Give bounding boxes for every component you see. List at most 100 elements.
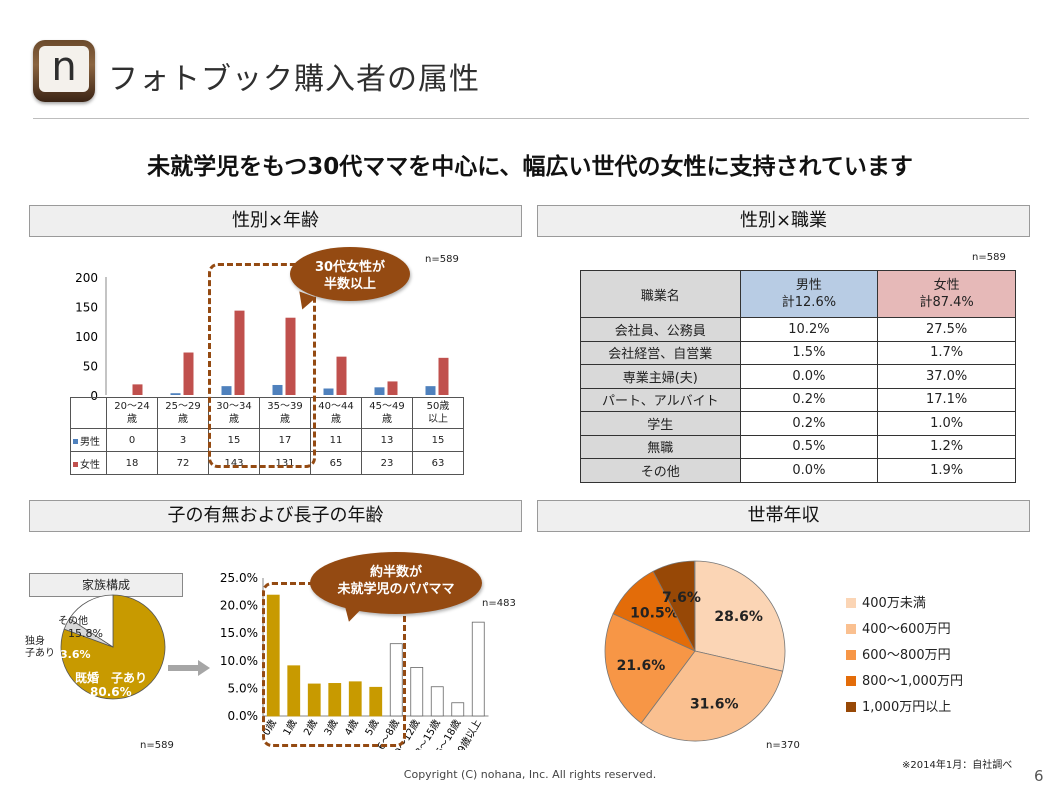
header-male-total: 計12.6% — [781, 295, 837, 310]
y-tick-label: 25.0% — [220, 571, 258, 585]
section-title-children: 子の有無および長子の年齢 — [29, 500, 522, 532]
age-category-line: 50歳 — [426, 401, 450, 412]
family-pie-slice — [68, 594, 114, 648]
female-count: 72 — [157, 451, 209, 475]
table-corner — [70, 397, 107, 429]
legend-label: 1,000万円以上 — [862, 700, 952, 715]
male-count: 0 — [106, 428, 158, 452]
income-legend: 400万未満 400～600万円 600～800万円 800～1,000万円 1,000… — [846, 594, 963, 724]
legend-swatch — [846, 650, 856, 660]
table-row: その他 0.0% 1.9% — [580, 458, 1016, 483]
male-bar — [323, 388, 334, 395]
age-category-line: 歳 — [280, 414, 290, 425]
callout-line: 未就学児のパパママ — [337, 582, 455, 597]
female-pct: 1.0% — [877, 411, 1016, 436]
male-count: 15 — [412, 428, 464, 452]
header-male-label: 男性 — [795, 278, 822, 293]
header-female: 女性 計87.4% — [877, 270, 1016, 318]
income-pie-chart: 28.6% 31.6% 21.6% 10.5%7.6% — [604, 560, 786, 742]
header-occupation: 職業名 — [580, 270, 741, 318]
female-bar — [132, 384, 143, 395]
gender-age-bar-chart: 0 50 100 150 200 — [75, 271, 449, 400]
female-bar — [183, 352, 194, 395]
male-count: 3 — [157, 428, 209, 452]
occupation-name: その他 — [580, 458, 741, 483]
child-age-bar — [328, 683, 342, 717]
logo-letter: n — [51, 44, 77, 90]
y-tick-label: 200 — [75, 271, 98, 285]
thirties-callout-bubble: 30代女性が 半数以上 — [290, 247, 410, 301]
family-pie-chart — [60, 594, 166, 700]
y-tick-label: 0 — [90, 389, 98, 400]
table-header-row: 職業名 男性計12.6% 女性 計87.4% — [580, 270, 1016, 318]
female-pct: 37.0% — [877, 364, 1016, 389]
age-category-line: 歳 — [178, 414, 188, 425]
source-note: ※2014年1月：自社調べ — [902, 760, 1013, 771]
age-category-line: 以上 — [428, 414, 448, 425]
age-category-line: 20～24 — [114, 401, 150, 412]
occupation-name: 会社員、公務員 — [580, 317, 741, 342]
family-pie-slice — [60, 594, 166, 700]
child-age-bar — [287, 665, 301, 717]
child-age-bar — [307, 683, 321, 717]
logo-face: n — [39, 44, 89, 92]
income-pie-slice — [694, 560, 786, 672]
male-pct: 0.2% — [739, 387, 879, 412]
legend-item: 600～800万円 — [846, 646, 963, 672]
child-age-bar — [348, 681, 362, 717]
age-category-cell: 20～24 歳 — [106, 397, 158, 429]
table-row: 20～24 歳 25～29 歳 30～34 歳 35～39 歳 40～44 歳 45～49… — [70, 397, 464, 429]
row-label-text: 男性 — [80, 436, 100, 448]
occupation-name: 会社経営、自営業 — [580, 340, 741, 365]
y-tick-label: 15.0% — [220, 626, 258, 640]
income-pie-label: 10.5% — [630, 606, 679, 622]
y-tick-label: 0.0% — [228, 709, 259, 723]
male-pct: 0.5% — [739, 434, 879, 459]
legend-swatch — [846, 676, 856, 686]
y-tick-label: 10.0% — [220, 654, 258, 668]
female-bar — [336, 356, 347, 395]
table-row-female: 女性 18 72 143 131 65 23 63 — [70, 451, 464, 475]
copyright: Copyright (C) nohana, Inc. All rights re… — [403, 768, 657, 781]
child-age-bar — [266, 594, 280, 717]
male-marker — [73, 439, 78, 444]
label-line: 独身 — [25, 636, 45, 647]
male-count: 13 — [361, 428, 413, 452]
female-pct: 27.5% — [877, 317, 1016, 342]
female-bar — [285, 317, 296, 395]
table-row-male: 男性 0 3 15 17 11 13 15 — [70, 428, 464, 452]
family-pct-married: 80.6% — [90, 685, 132, 699]
thirties-highlight-frame — [208, 263, 316, 468]
female-count: 63 — [412, 451, 464, 475]
legend-swatch — [846, 598, 856, 608]
label-line: 子あり — [25, 648, 55, 659]
child-age-bar — [369, 686, 383, 717]
age-category-line: 歳 — [229, 414, 239, 425]
page-number: 6 — [1034, 767, 1044, 785]
occupation-table: 職業名 男性 計12.6% 女性 計87.4% 会社員、公務員 10.2% 27.5% … — [580, 270, 1016, 483]
female-count: 18 — [106, 451, 158, 475]
header-female-total: 計87.4% — [919, 295, 974, 310]
age-category-line: 40～44 — [318, 401, 354, 412]
income-pie-slice — [652, 560, 696, 652]
income-pie-slice — [640, 650, 784, 742]
row-label-male: 男性 — [70, 428, 107, 452]
age-category-line: 歳 — [331, 414, 341, 425]
male-count: 11 — [310, 428, 362, 452]
callout-line: 30代女性が — [314, 260, 386, 275]
age-category-cell: 30～34 歳 — [208, 397, 260, 429]
table-row: 無職 0.5% 1.2% — [580, 434, 1016, 459]
y-tick-label: 150 — [75, 301, 98, 315]
legend-item: 1,000万円以上 — [846, 698, 963, 724]
arrow-icon — [168, 660, 210, 676]
table-row: パート、アルバイト 0.2% 17.1% — [580, 387, 1016, 412]
age-category-cell: 45～49 歳 — [361, 397, 413, 429]
female-pct: 1.2% — [877, 434, 1016, 459]
header-male: 男性計12.6% — [739, 270, 879, 318]
occupation-name: 専業主婦(夫) — [580, 364, 741, 389]
child-age-bar — [451, 702, 465, 717]
preschool-callout-bubble: 約半数が 未就学児のパパママ — [310, 552, 482, 614]
age-category-cell: 25～29 歳 — [157, 397, 209, 429]
legend-label: 600～800万円 — [862, 648, 951, 663]
income-pie-label: 31.6% — [690, 696, 739, 712]
